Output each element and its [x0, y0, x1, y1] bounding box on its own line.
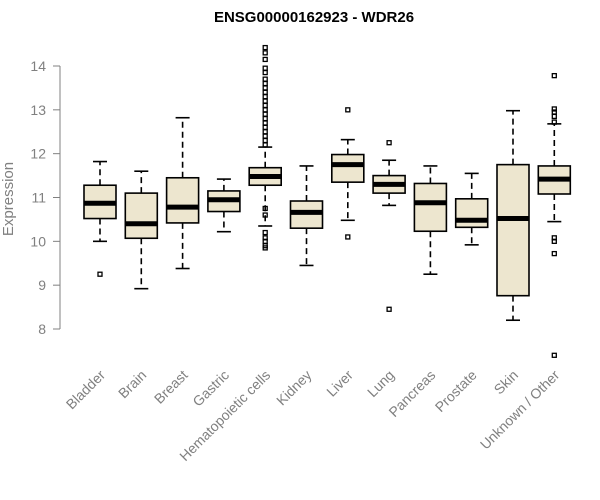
outlier-point — [551, 106, 557, 112]
iqr-box — [330, 153, 365, 183]
outlier-point — [262, 44, 268, 51]
outlier-point — [262, 229, 268, 236]
outlier-point — [345, 107, 351, 113]
x-tick-label-prostate: Prostate — [432, 367, 480, 415]
x-tick-label-liver: Liver — [323, 367, 356, 400]
outlier-point — [262, 235, 268, 241]
outlier-point — [262, 69, 268, 76]
box-skin — [496, 109, 530, 322]
outlier-point — [262, 124, 268, 131]
y-tick-label: 10 — [30, 233, 46, 249]
outlier-point — [262, 80, 268, 87]
iqr-box — [454, 198, 489, 229]
box-kidney — [289, 165, 324, 267]
outlier-point — [262, 133, 268, 139]
outlier-point — [97, 271, 103, 277]
outlier-point — [262, 102, 268, 109]
outlier-point — [551, 109, 557, 115]
y-tick-label: 8 — [38, 321, 46, 337]
y-axis: 8 9 10 11 12 13 14 — [30, 58, 61, 337]
outlier-point — [262, 115, 268, 122]
outlier-point — [262, 205, 268, 212]
box-breast — [165, 116, 200, 270]
outlier-point — [551, 119, 557, 125]
plot-area — [83, 44, 572, 358]
outlier-point — [262, 120, 268, 126]
outlier-point — [386, 306, 392, 312]
outlier-point — [262, 85, 268, 91]
outlier-point — [262, 111, 268, 117]
box-brain — [124, 170, 159, 290]
box-pancreas — [413, 165, 448, 276]
y-axis-label: Expression — [0, 162, 17, 236]
iqr-box — [124, 192, 159, 240]
outlier-point — [262, 94, 268, 100]
x-tick-label-kidney: Kidney — [273, 367, 315, 409]
x-tick-label-skin: Skin — [491, 367, 522, 398]
outlier-point — [262, 98, 268, 104]
box-prostate — [454, 172, 489, 246]
outlier-point — [386, 140, 392, 146]
outlier-point — [262, 89, 268, 95]
outlier-point — [262, 142, 268, 148]
y-tick-label: 14 — [30, 58, 46, 74]
iqr-box — [413, 182, 448, 233]
x-tick-label-bladder: Bladder — [63, 367, 109, 413]
outlier-point — [262, 107, 268, 113]
outlier-point — [345, 234, 351, 240]
outlier-point — [262, 129, 268, 135]
outlier-point — [551, 72, 557, 79]
outlier-point — [262, 56, 268, 63]
y-tick-label: 13 — [30, 102, 46, 118]
iqr-box — [165, 176, 200, 224]
y-tick-label: 9 — [38, 277, 46, 293]
outlier-point — [262, 50, 268, 56]
x-tick-label-brain: Brain — [115, 367, 149, 401]
y-tick-label: 11 — [31, 190, 46, 206]
box-liver — [330, 107, 365, 240]
outlier-point — [551, 113, 557, 120]
iqr-box — [496, 163, 530, 297]
x-tick-label-lung: Lung — [364, 367, 397, 400]
outlier-point — [262, 76, 268, 82]
outlier-point — [262, 65, 268, 71]
box-hematopoietic-cells — [248, 44, 282, 251]
outlier-point — [262, 212, 268, 218]
box-bladder — [83, 160, 117, 277]
box-unknown-other — [537, 72, 572, 358]
outlier-point — [551, 352, 557, 358]
outlier-point — [262, 137, 268, 144]
x-tick-label-breast: Breast — [151, 367, 191, 407]
y-tick-label: 12 — [30, 146, 46, 162]
box-gastric — [207, 178, 241, 233]
chart-title: ENSG00000162923 - WDR26 — [214, 9, 414, 26]
box-lung — [372, 140, 406, 312]
outlier-point — [551, 235, 557, 241]
outlier-point — [551, 250, 557, 257]
